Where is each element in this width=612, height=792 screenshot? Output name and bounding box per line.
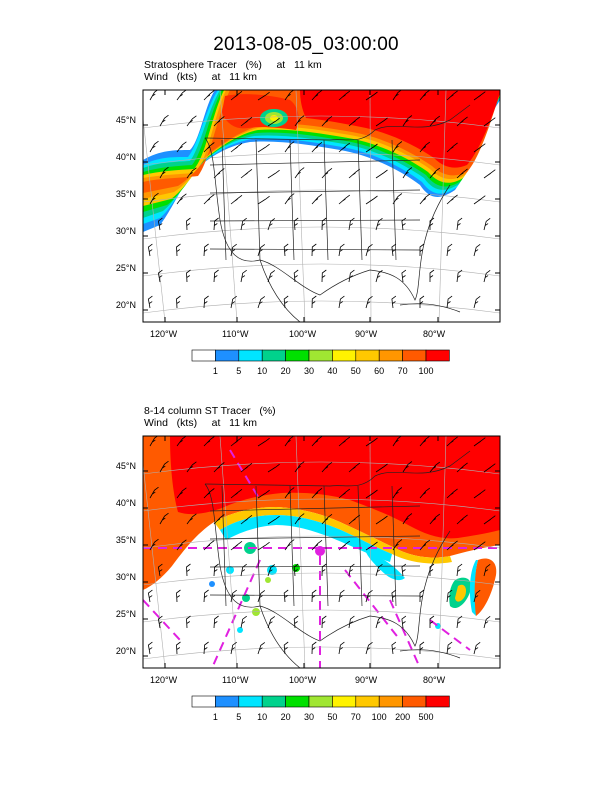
colorbar-label: 50 xyxy=(350,366,361,376)
colorbar-swatch xyxy=(261,349,286,362)
page-title: 2013-08-05_03:00:00 xyxy=(213,34,399,55)
colorbar-swatch xyxy=(355,695,380,708)
colorbar-swatch xyxy=(332,349,357,362)
colorbar-swatch xyxy=(215,349,240,362)
colorbar-swatch xyxy=(308,349,333,362)
bottom-map-geography xyxy=(143,436,500,668)
top-lon-label-120: 120°W xyxy=(150,329,178,339)
top-map-frame xyxy=(142,89,501,323)
colorbar-label: 70 xyxy=(397,366,408,376)
colorbar-label: 20 xyxy=(280,712,291,722)
colorbar-swatch xyxy=(285,349,310,362)
colorbar-swatch xyxy=(191,349,216,362)
colorbar-label: 60 xyxy=(374,366,385,376)
graticule xyxy=(143,90,500,322)
top-lat-label-40: 40°N xyxy=(115,152,136,162)
colorbar-swatch xyxy=(355,349,380,362)
bottom-map-frame xyxy=(142,435,501,669)
wind-barbs xyxy=(147,90,496,309)
bottom-lat-label-25: 25°N xyxy=(115,609,136,619)
bottom-lat-label-45: 45°N xyxy=(115,461,136,471)
bottom-lat-label-20: 20°N xyxy=(115,646,136,656)
top-lon-label-90: 90°W xyxy=(355,329,378,339)
top-lat-label-20: 20°N xyxy=(115,300,136,310)
colorbar-label: 1 xyxy=(212,712,218,722)
colorbar-label: 10 xyxy=(257,366,268,376)
colorbar-swatch xyxy=(425,695,450,708)
colorbar-label: 1 xyxy=(212,366,218,376)
top-lat-label-25: 25°N xyxy=(115,263,136,273)
colorbar-label: 10 xyxy=(257,712,268,722)
top-lat-label-45: 45°N xyxy=(115,115,136,125)
top-tracer-field xyxy=(143,90,500,322)
top-lon-label-100: 100°W xyxy=(289,329,317,339)
colorbar-label: 30 xyxy=(303,366,314,376)
graticule xyxy=(143,436,500,668)
colorbar-label: 30 xyxy=(303,712,314,722)
bottom-lon-label-80: 80°W xyxy=(423,675,446,685)
wind-barbs xyxy=(147,436,496,655)
bottom-panel-title-line2: Wind (kts) at 11 km xyxy=(144,417,257,429)
colorbar-swatch xyxy=(402,349,427,362)
top-panel-title-line2: Wind (kts) at 11 km xyxy=(144,71,257,83)
colorbar-swatch xyxy=(308,695,333,708)
colorbar-label: 5 xyxy=(236,366,242,376)
colorbar-label: 100 xyxy=(418,366,434,376)
colorbar-swatch xyxy=(238,349,263,362)
bottom-lat-label-40: 40°N xyxy=(115,498,136,508)
colorbar-swatch xyxy=(285,695,310,708)
colorbar-label: 50 xyxy=(327,712,338,722)
top-colorbar xyxy=(191,349,450,362)
colorbar-label: 200 xyxy=(395,712,411,722)
bottom-lat-label-30: 30°N xyxy=(115,572,136,582)
colorbar-label: 70 xyxy=(350,712,361,722)
colorbar-swatch xyxy=(261,695,286,708)
colorbar-label: 500 xyxy=(418,712,434,722)
top-lon-label-80: 80°W xyxy=(423,329,446,339)
top-panel-title-line1: Stratosphere Tracer (%) at 11 km xyxy=(144,59,322,71)
bottom-tracer-field xyxy=(143,436,500,668)
bottom-lon-label-100: 100°W xyxy=(289,675,317,685)
bottom-lat-label-35: 35°N xyxy=(115,535,136,545)
colorbar-label: 20 xyxy=(280,366,291,376)
colorbar-label: 40 xyxy=(327,366,338,376)
colorbar-swatch xyxy=(402,695,427,708)
colorbar-swatch xyxy=(378,349,403,362)
colorbar-swatch xyxy=(238,695,263,708)
top-lon-label-110: 110°W xyxy=(222,329,249,339)
top-lat-label-35: 35°N xyxy=(115,189,136,199)
colorbar-swatch xyxy=(191,695,216,708)
colorbar-label: 100 xyxy=(371,712,387,722)
top-lat-label-30: 30°N xyxy=(115,226,136,236)
colorbar-swatch xyxy=(215,695,240,708)
bottom-panel-title-line1: 8-14 column ST Tracer (%) xyxy=(144,405,276,417)
colorbar-label: 5 xyxy=(236,712,242,722)
bottom-lon-label-110: 110°W xyxy=(222,675,249,685)
top-map-geography xyxy=(143,90,500,322)
bottom-lon-label-120: 120°W xyxy=(150,675,178,685)
colorbar-swatch xyxy=(332,695,357,708)
bottom-colorbar xyxy=(191,695,450,708)
bottom-lon-label-90: 90°W xyxy=(355,675,378,685)
colorbar-swatch xyxy=(378,695,403,708)
colorbar-swatch xyxy=(425,349,450,362)
